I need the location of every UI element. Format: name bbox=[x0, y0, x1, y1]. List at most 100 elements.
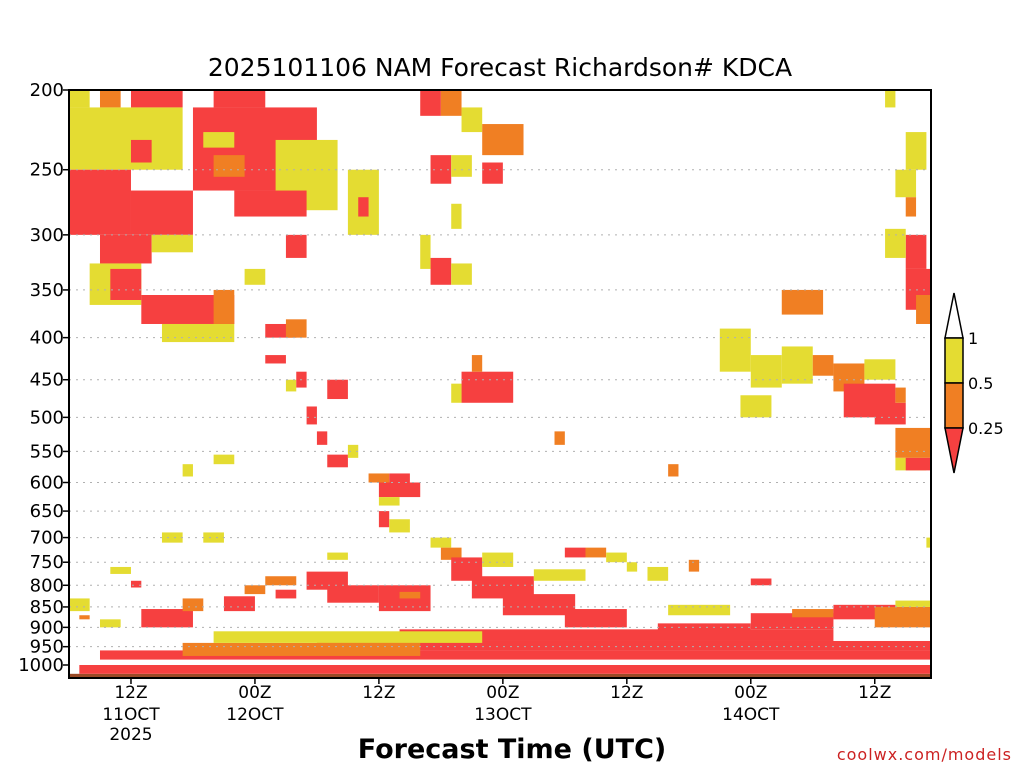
ri-cell-red-116 bbox=[275, 589, 297, 599]
ri-cell-yellow-54 bbox=[389, 519, 410, 533]
ri-cell-orange-69 bbox=[399, 591, 421, 599]
ri-cell-red-67 bbox=[327, 585, 379, 603]
boundary-layer-band-5 bbox=[213, 631, 483, 643]
ri-cell-orange-115 bbox=[265, 576, 297, 586]
ri-cell-red-110 bbox=[130, 580, 142, 588]
y-tick-label-500: 500 bbox=[30, 407, 64, 428]
ri-cell-red-29 bbox=[327, 379, 348, 400]
x-tick-label: 12Z bbox=[114, 683, 147, 703]
ri-cell-yellow-45 bbox=[420, 234, 431, 269]
ri-cell-red-62 bbox=[564, 547, 586, 558]
ri-cell-orange-48 bbox=[471, 355, 483, 372]
ri-cell-yellow-109 bbox=[110, 566, 131, 574]
ri-cell-red-75 bbox=[750, 578, 772, 586]
x-tick-sublabel: 12OCT bbox=[226, 705, 284, 725]
y-tick-label-600: 600 bbox=[30, 472, 64, 493]
y-axis: 200 250 300 350 400 450 500 550 600 650 700 7508008… bbox=[18, 80, 69, 676]
ri-cell-yellow-92 bbox=[864, 359, 896, 380]
ri-cell-yellow-86 bbox=[719, 328, 751, 372]
ri-cell-yellow-64 bbox=[606, 552, 627, 563]
ri-cell-red-12 bbox=[130, 190, 193, 235]
ri-cell-orange-77 bbox=[792, 609, 834, 618]
ri-cell-yellow-14 bbox=[151, 234, 193, 253]
ri-cell-orange-38 bbox=[482, 124, 524, 156]
ri-cell-orange-82 bbox=[688, 559, 700, 572]
y-tick-label-550: 550 bbox=[30, 441, 64, 462]
colorbar-bin-yellow bbox=[944, 337, 964, 384]
ri-cell-orange-22 bbox=[285, 319, 307, 338]
ri-cell-red-51 bbox=[389, 473, 410, 483]
colorbar: 1 0.5 0.25 bbox=[944, 292, 1004, 474]
ri-cell-yellow-34 bbox=[213, 454, 235, 465]
ri-cell-orange-96 bbox=[895, 427, 931, 458]
boundary-layer-band-2 bbox=[316, 640, 931, 651]
y-tick-label-800: 800 bbox=[30, 575, 64, 596]
ri-cell-yellow-18 bbox=[161, 323, 235, 343]
ri-cell-red-5 bbox=[213, 90, 266, 108]
ri-cell-orange-105 bbox=[905, 197, 917, 217]
ri-cell-yellow-42 bbox=[451, 203, 462, 229]
ri-cell-red-93 bbox=[874, 402, 906, 425]
ri-cell-yellow-65 bbox=[626, 562, 638, 572]
ri-cell-orange-84 bbox=[554, 431, 565, 445]
x-tick-label: 00Z bbox=[238, 683, 271, 703]
ri-cell-red-49 bbox=[378, 482, 421, 498]
ri-cell-orange-36 bbox=[440, 90, 462, 116]
ri-cell-red-46 bbox=[461, 371, 514, 403]
boundary-layer-band-3 bbox=[399, 629, 834, 641]
ri-cell-orange-83 bbox=[668, 464, 679, 477]
data-layer bbox=[69, 90, 931, 678]
ri-cell-yellow-27 bbox=[285, 379, 297, 392]
chart-title: 2025101106 NAM Forecast Richardson# KDCA bbox=[208, 53, 792, 82]
ri-cell-yellow-52 bbox=[378, 497, 400, 506]
x-tick-label: 12Z bbox=[610, 683, 643, 703]
ri-cell-red-98 bbox=[905, 457, 931, 471]
ri-cell-orange-50 bbox=[368, 473, 390, 483]
x-tick-sublabel: 2025 bbox=[109, 725, 152, 745]
ri-cell-yellow-95 bbox=[740, 395, 772, 418]
ri-cell-red-32 bbox=[327, 454, 348, 468]
ri-cell-red-59 bbox=[502, 594, 576, 616]
x-tick-label: 12Z bbox=[858, 683, 891, 703]
y-tick-label-250: 250 bbox=[30, 160, 64, 181]
x-tick-label: 12Z bbox=[362, 683, 395, 703]
credit-text: coolwx.com/models bbox=[837, 745, 1012, 764]
ri-cell-red-43 bbox=[430, 257, 452, 285]
ri-cell-orange-89 bbox=[812, 355, 834, 376]
ri-cell-orange-94 bbox=[895, 387, 906, 403]
ri-cell-yellow-80 bbox=[895, 600, 931, 607]
ri-cell-red-99 bbox=[905, 234, 927, 269]
ri-cell-yellow-114 bbox=[182, 464, 193, 477]
ri-cell-orange-101 bbox=[916, 295, 931, 324]
ri-cell-yellow-61 bbox=[533, 569, 586, 581]
plot-frame bbox=[68, 89, 932, 679]
ri-cell-yellow-47 bbox=[451, 383, 462, 403]
ri-cell-yellow-44 bbox=[451, 263, 472, 285]
ri-cell-red-35 bbox=[420, 90, 441, 116]
ri-cell-red-60 bbox=[564, 609, 627, 628]
ri-cell-yellow-7 bbox=[203, 132, 235, 148]
ri-cell-yellow-33 bbox=[347, 444, 359, 458]
y-tick-label-950: 950 bbox=[30, 637, 64, 658]
ri-cell-yellow-37 bbox=[461, 107, 483, 133]
ri-cell-red-10 bbox=[234, 190, 307, 217]
x-axis-label: Forecast Time (UTC) bbox=[358, 734, 666, 765]
y-tick-label-650: 650 bbox=[30, 501, 64, 522]
y-tick-label-1000: 1000 bbox=[18, 655, 64, 676]
ri-cell-yellow-40 bbox=[451, 155, 472, 177]
x-tick-label: 00Z bbox=[734, 683, 767, 703]
ri-cell-yellow-88 bbox=[781, 346, 813, 384]
ri-cell-red-53 bbox=[378, 511, 390, 528]
y-tick-label-450: 450 bbox=[30, 370, 64, 391]
ri-cell-yellow-119 bbox=[647, 566, 669, 581]
ri-cell-red-72 bbox=[223, 596, 255, 612]
ri-cell-yellow-102 bbox=[895, 169, 917, 198]
ri-cell-orange-108 bbox=[79, 615, 90, 620]
boundary-layer-band-0 bbox=[79, 665, 931, 674]
ri-cell-red-57 bbox=[451, 557, 483, 581]
ri-cell-red-13 bbox=[99, 234, 152, 264]
y-tick-label-350: 350 bbox=[30, 280, 64, 301]
boundary-layer-band-4 bbox=[182, 642, 421, 656]
